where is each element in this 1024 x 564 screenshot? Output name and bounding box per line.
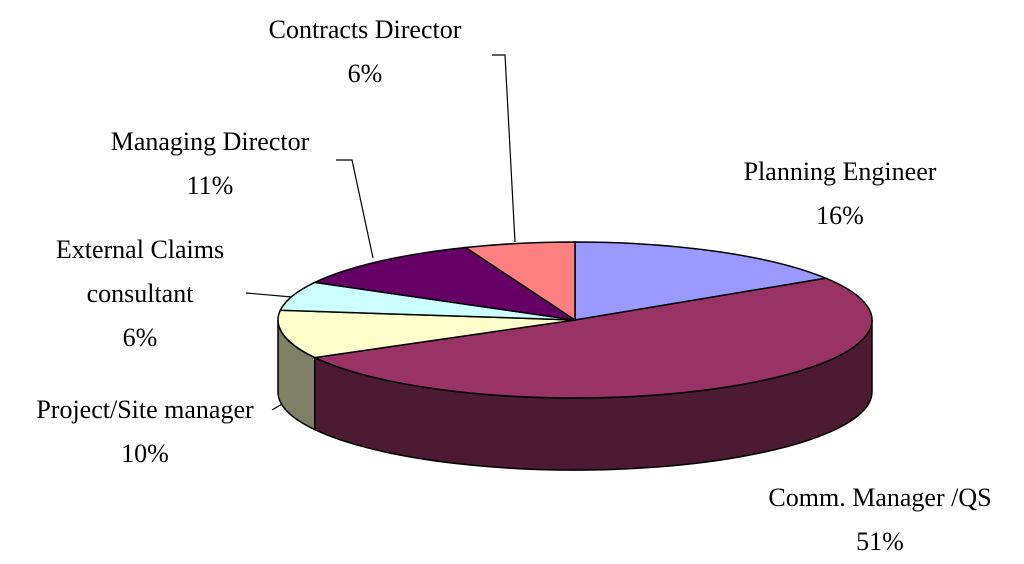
value-label: 16% bbox=[816, 201, 864, 230]
leader-line bbox=[492, 54, 516, 243]
pie-slice bbox=[312, 246, 576, 321]
value-label: 51% bbox=[856, 527, 904, 556]
slice-label: Contracts Director 6% bbox=[269, 8, 462, 96]
category-label: Contracts Director bbox=[268, 15, 462, 44]
slice-label: Managing Director 11% bbox=[111, 120, 310, 208]
slice-label: Planning Engineer 16% bbox=[744, 150, 937, 238]
category-label: Managing Director bbox=[110, 127, 310, 156]
value-label: 10% bbox=[121, 439, 169, 468]
category-label: External Claims consultant bbox=[55, 235, 225, 308]
category-label: Project/Site manager bbox=[36, 395, 254, 424]
slice-label: Comm. Manager /QS 51% bbox=[768, 476, 991, 564]
pie-slice bbox=[574, 241, 829, 321]
value-label: 6% bbox=[122, 323, 158, 352]
pie-slice bbox=[277, 309, 576, 359]
category-label: Planning Engineer bbox=[743, 157, 937, 186]
top-faces bbox=[277, 241, 873, 399]
pie-slice bbox=[463, 241, 576, 322]
slice-label: External Claims consultant 6% bbox=[25, 228, 255, 360]
leader-line bbox=[336, 159, 374, 259]
value-label: 6% bbox=[347, 59, 383, 88]
slice-label: Project/Site manager 10% bbox=[36, 388, 253, 476]
pie-slice bbox=[312, 277, 873, 399]
value-label: 11% bbox=[186, 171, 234, 200]
category-label: Comm. Manager /QS bbox=[768, 483, 992, 512]
leader-line bbox=[245, 292, 293, 298]
leader-line bbox=[271, 403, 283, 411]
